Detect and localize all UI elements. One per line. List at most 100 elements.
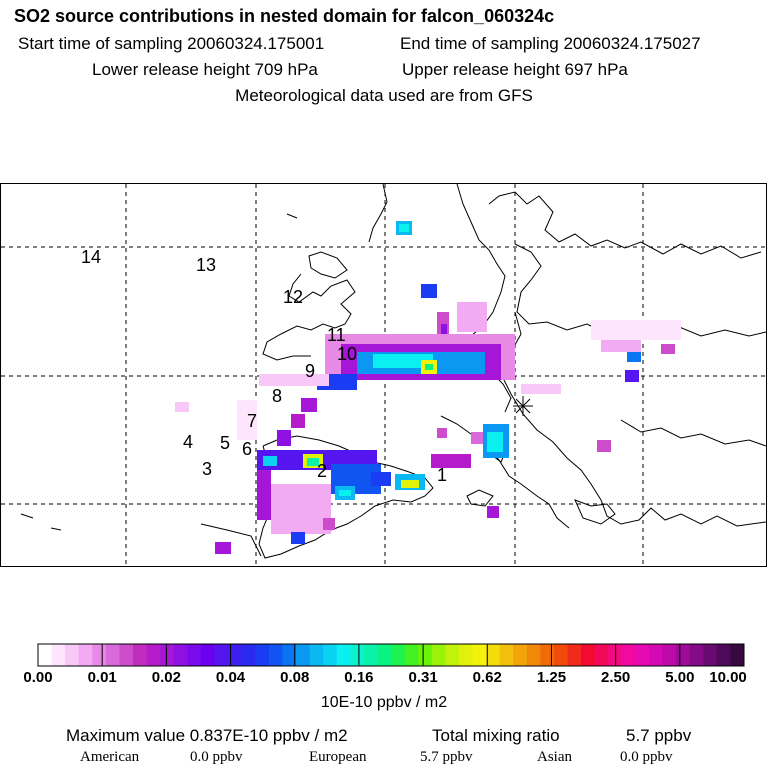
track-label-4: 4 — [183, 432, 193, 452]
color-swatch — [105, 644, 120, 666]
color-swatch — [418, 644, 433, 666]
map-panel: 14 13 12 11 10 9 8 7 6 5 4 3 2 1 — [0, 183, 767, 567]
concentration-plume — [175, 221, 681, 554]
track-label-13: 13 — [196, 255, 216, 275]
color-swatch — [228, 644, 243, 666]
track-label-7: 7 — [247, 411, 257, 431]
upper-release-height: Upper release height 697 hPa — [402, 60, 628, 79]
asian-label: Asian — [537, 749, 572, 765]
color-swatch — [295, 644, 311, 666]
track-label-12: 12 — [283, 287, 303, 307]
color-swatch — [472, 644, 487, 666]
color-swatch — [499, 644, 514, 666]
color-swatch — [567, 644, 582, 666]
color-swatch — [363, 644, 378, 666]
color-swatch — [38, 644, 53, 666]
track-label-2: 2 — [317, 461, 327, 481]
color-swatch — [662, 644, 677, 666]
total-mixing-label: Total mixing ratio — [432, 726, 560, 745]
color-swatch — [648, 644, 664, 666]
legend-unit: 10E-10 ppbv / m2 — [320, 694, 448, 711]
color-scale-bar — [37, 643, 745, 667]
track-label-5: 5 — [220, 433, 230, 453]
color-swatch — [676, 644, 691, 666]
lower-release-height: Lower release height 709 hPa — [92, 60, 318, 79]
track-label-9: 9 — [305, 361, 315, 381]
color-swatch — [51, 644, 66, 666]
color-scale-tick-label: 0.08 — [280, 669, 310, 686]
color-swatch — [214, 644, 229, 666]
color-swatch — [160, 644, 175, 666]
track-label-14: 14 — [81, 247, 101, 267]
color-swatch — [486, 644, 501, 666]
color-swatch — [350, 644, 365, 666]
color-swatch — [621, 644, 636, 666]
color-swatch — [635, 644, 650, 666]
color-scale-tick-label: 10.00 — [709, 669, 747, 686]
color-swatch — [581, 644, 596, 666]
asian-value: 0.0 ppbv — [620, 749, 673, 765]
color-swatch — [133, 644, 148, 666]
color-scale-tick-label: 0.02 — [151, 669, 181, 686]
total-mixing-value: 5.7 ppbv — [626, 726, 692, 745]
european-value: 5.7 ppbv — [420, 749, 473, 765]
met-data-source: Meteorological data used are from GFS — [235, 86, 533, 105]
chart-title: SO2 source contributions in nested domai… — [14, 6, 555, 26]
color-scale-tick-label: 5.00 — [665, 669, 695, 686]
track-label-3: 3 — [202, 459, 212, 479]
color-swatch — [540, 644, 555, 666]
track-label-10: 10 — [337, 344, 357, 364]
color-swatch — [173, 644, 188, 666]
color-scale-frame — [37, 643, 745, 667]
color-swatch — [716, 644, 731, 666]
american-label: American — [80, 749, 140, 765]
color-swatch — [323, 644, 338, 666]
color-scale-tick-label: 0.31 — [408, 669, 438, 686]
color-swatch — [404, 644, 419, 666]
color-scale-tick-label: 0.62 — [472, 669, 502, 686]
color-swatch — [513, 644, 528, 666]
color-swatch — [445, 644, 460, 666]
color-swatch — [200, 644, 215, 666]
european-label: European — [309, 749, 367, 765]
track-label-8: 8 — [272, 386, 282, 406]
track-label-1: 1 — [437, 465, 447, 485]
track-label-6: 6 — [242, 439, 252, 459]
color-swatch — [377, 644, 392, 666]
american-value: 0.0 ppbv — [190, 749, 243, 765]
end-time: End time of sampling 20060324.175027 — [400, 34, 701, 53]
color-swatch — [241, 644, 256, 666]
color-scale-tick-label: 1.25 — [536, 669, 567, 686]
color-swatch — [255, 644, 270, 666]
color-scale-tick-label: 0.16 — [344, 669, 374, 686]
color-swatch — [92, 644, 107, 666]
color-swatch — [65, 644, 80, 666]
color-scale-tick-label: 0.04 — [215, 669, 246, 686]
color-swatch — [78, 644, 93, 666]
color-swatch — [119, 644, 134, 666]
color-swatch — [594, 644, 609, 666]
map-canvas: 14 13 12 11 10 9 8 7 6 5 4 3 2 1 — [1, 184, 766, 566]
track-labels: 14 13 12 11 10 9 8 7 6 5 4 3 2 1 — [81, 247, 447, 485]
max-value: Maximum value 0.837E-10 ppbv / m2 — [66, 726, 348, 745]
track-label-11: 11 — [327, 325, 346, 345]
color-swatch — [689, 644, 704, 666]
color-swatch — [703, 644, 718, 666]
color-swatch — [336, 644, 351, 666]
asterisk-marker-icon — [513, 396, 533, 416]
color-swatch — [553, 644, 568, 666]
color-swatch — [391, 644, 406, 666]
color-swatch — [268, 644, 283, 666]
color-swatch — [431, 644, 446, 666]
color-swatch — [282, 644, 297, 666]
color-swatch — [146, 644, 161, 666]
color-swatch — [730, 644, 745, 666]
color-swatch — [187, 644, 202, 666]
color-scale-tick-label: 0.01 — [87, 669, 117, 686]
start-time: Start time of sampling 20060324.175001 — [18, 34, 325, 53]
color-swatch — [526, 644, 541, 666]
color-scale-tick-label: 2.50 — [601, 669, 631, 686]
color-swatch — [458, 644, 473, 666]
color-scale-tick-label: 0.00 — [23, 669, 53, 686]
color-swatch — [309, 644, 324, 666]
